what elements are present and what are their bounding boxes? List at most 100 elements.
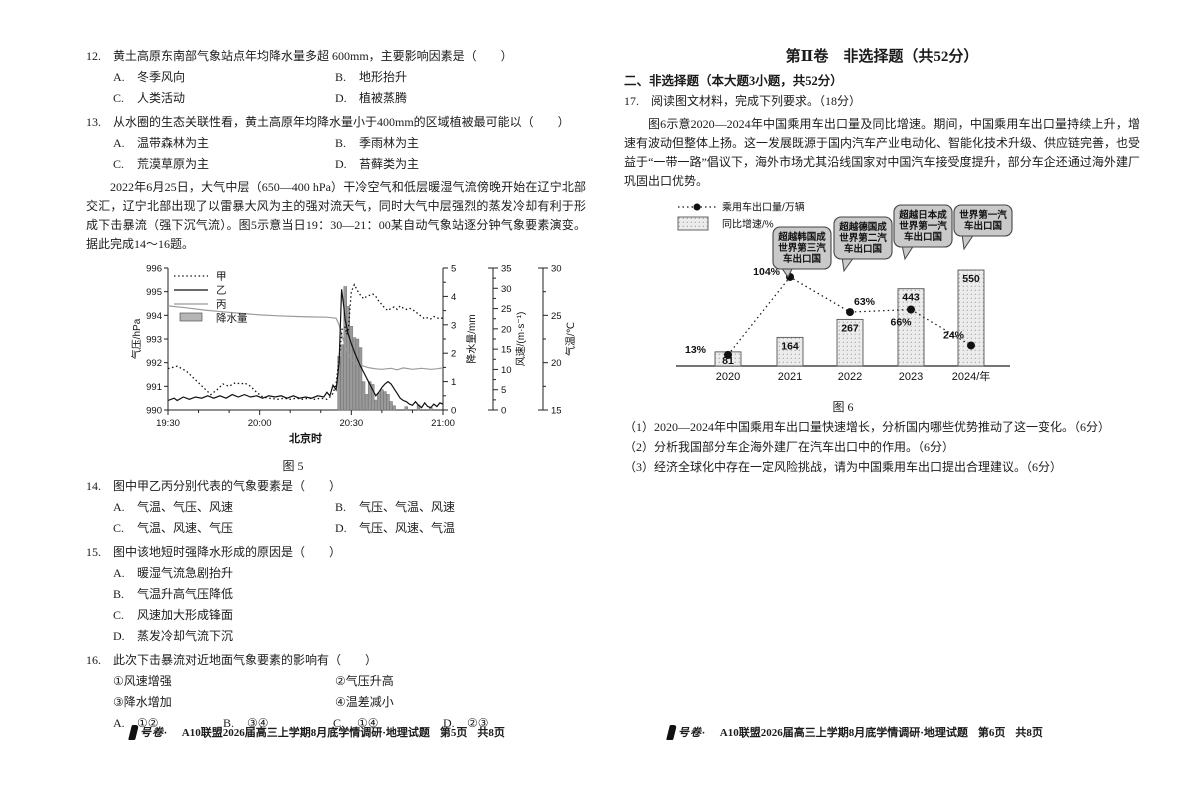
svg-text:5: 5 bbox=[501, 385, 506, 396]
option-d: D. ②③ bbox=[443, 713, 553, 734]
footer-text: A10联盟2026届高三上学期8月底学情调研·地理试题 bbox=[181, 727, 430, 739]
footer-right: 号卷· A10联盟2026届高三上学期8月底学情调研·地理试题 第6页 共8页 bbox=[666, 724, 1043, 740]
question-number: 13. bbox=[86, 115, 101, 129]
option-label: D. bbox=[335, 157, 347, 171]
option-label: D. bbox=[113, 629, 125, 643]
option-label: C. bbox=[113, 608, 125, 622]
svg-text:20:00: 20:00 bbox=[248, 418, 272, 429]
svg-text:0: 0 bbox=[501, 406, 506, 417]
page-number: 第5页 bbox=[439, 727, 468, 739]
options: A. 温带森林为主 B. 季雨林为主 C. 荒漠草原为主 D. 苔藓类为主 bbox=[113, 133, 586, 175]
svg-text:995: 995 bbox=[146, 287, 162, 298]
footer-left: 号卷· A10联盟2026届高三上学期8月底学情调研·地理试题 第5页 共8页 bbox=[128, 724, 505, 740]
svg-text:20:30: 20:30 bbox=[339, 418, 363, 429]
svg-text:乘用车出口量/万辆: 乘用车出口量/万辆 bbox=[722, 201, 805, 214]
option-text: 蒸发冷却气流下沉 bbox=[137, 629, 234, 643]
option-text: 暖湿气流急剧抬升 bbox=[137, 566, 234, 580]
question-stem: 图中该地短时强降水形成的原因是（ ） bbox=[113, 545, 342, 559]
item-text: 降水增加 bbox=[123, 695, 172, 709]
option-a: A. 温带森林为主 bbox=[113, 133, 335, 154]
option-d: D. 气压、风速、气温 bbox=[335, 518, 586, 539]
brand-name: 号卷· bbox=[140, 727, 168, 739]
svg-text:996: 996 bbox=[146, 264, 162, 275]
option-text: ①④ bbox=[357, 716, 379, 730]
svg-text:994: 994 bbox=[146, 311, 162, 322]
question-number: 16. bbox=[86, 653, 101, 667]
svg-text:443: 443 bbox=[902, 292, 920, 304]
option-b: B. 地形抬升 bbox=[335, 67, 586, 88]
svg-text:车出口国: 车出口国 bbox=[904, 231, 942, 243]
option-a: A. 冬季风向 bbox=[113, 67, 335, 88]
svg-text:超越德国成: 超越德国成 bbox=[838, 221, 887, 233]
item-text: 气压升高 bbox=[345, 674, 394, 688]
brand-name: 号卷· bbox=[678, 727, 706, 739]
export-volume-bars: 81 2020 164 2021 267 2022 443 2023 550 2024/年 bbox=[714, 269, 990, 383]
svg-text:20: 20 bbox=[551, 358, 562, 369]
svg-text:990: 990 bbox=[146, 406, 162, 417]
option-label: A. bbox=[113, 136, 125, 150]
axes bbox=[164, 267, 548, 415]
svg-text:风速/(m·s⁻¹): 风速/(m·s⁻¹) bbox=[515, 312, 527, 367]
option-text: ③④ bbox=[247, 716, 269, 730]
option-c: C. 人类活动 bbox=[113, 88, 335, 109]
option-d: D. 蒸发冷却气流下沉 bbox=[113, 626, 586, 647]
footer-text: A10联盟2026届高三上学期8月底学情调研·地理试题 bbox=[719, 727, 968, 739]
option-text: 气温升高气压降低 bbox=[137, 587, 234, 601]
svg-text:991: 991 bbox=[146, 382, 162, 393]
growth-rate-line: 13% 104% 63% 66% 24% bbox=[685, 266, 975, 359]
series-bing bbox=[167, 305, 444, 371]
svg-text:35: 35 bbox=[501, 264, 512, 275]
option-text: 荒漠草原为主 bbox=[137, 157, 210, 171]
option-text: 气压、风速、气温 bbox=[359, 521, 456, 535]
series-precip bbox=[337, 286, 433, 411]
svg-text:0: 0 bbox=[451, 406, 456, 417]
item-1: ① 风速增强 bbox=[113, 671, 335, 692]
option-a: A. 暖湿气流急剧抬升 bbox=[113, 563, 586, 584]
svg-text:2: 2 bbox=[451, 349, 456, 360]
svg-text:66%: 66% bbox=[890, 317, 912, 329]
option-label: D. bbox=[335, 91, 347, 105]
option-text: 气压、气温、风速 bbox=[359, 500, 456, 514]
option-c: C. 气温、风速、气压 bbox=[113, 518, 335, 539]
question-number: 12. bbox=[86, 49, 101, 63]
option-text: 植被蒸腾 bbox=[359, 91, 408, 105]
sub-question-1: （1）2020—2024年中国乘用车出口量快速增长，分析国内哪些优势推动了这一变… bbox=[624, 420, 1111, 434]
item-text: 温差减小 bbox=[345, 695, 394, 709]
option-label: B. bbox=[223, 716, 235, 730]
option-c: C. 荒漠草原为主 bbox=[113, 154, 335, 175]
svg-text:21:00: 21:00 bbox=[431, 418, 455, 429]
svg-text:降水量/mm: 降水量/mm bbox=[465, 314, 478, 363]
option-text: 气温、气压、风速 bbox=[137, 500, 234, 514]
option-b: B. 气压、气温、风速 bbox=[335, 497, 586, 518]
item-label: ④ bbox=[335, 695, 346, 709]
figure-6: 81 2020 164 2021 267 2022 443 2023 550 2024/年 13% 1… bbox=[624, 197, 1140, 415]
brand-mark-icon bbox=[128, 724, 139, 740]
option-label: A. bbox=[113, 70, 125, 84]
question-stem: 图中甲乙丙分别代表的气象要素是（ ） bbox=[113, 479, 342, 493]
option-label: D. bbox=[335, 521, 347, 535]
option-text: 温带森林为主 bbox=[137, 136, 210, 150]
page-number: 第6页 bbox=[977, 727, 1006, 739]
svg-text:超越韩国成: 超越韩国成 bbox=[777, 231, 826, 243]
svg-text:25: 25 bbox=[551, 311, 562, 322]
svg-text:车出口国: 车出口国 bbox=[964, 220, 1002, 232]
svg-text:超越日本成: 超越日本成 bbox=[898, 209, 947, 221]
option-text: 人类活动 bbox=[137, 91, 186, 105]
question-stem: 阅读图文材料，完成下列要求。（18分） bbox=[651, 94, 862, 108]
svg-text:车出口国: 车出口国 bbox=[844, 243, 882, 255]
svg-text:1: 1 bbox=[451, 377, 456, 388]
option-text: 风速加大形成锋面 bbox=[137, 608, 234, 622]
svg-text:63%: 63% bbox=[854, 296, 876, 308]
svg-text:10: 10 bbox=[501, 365, 512, 376]
option-label: C. bbox=[113, 157, 125, 171]
option-text: 气温、风速、气压 bbox=[137, 521, 234, 535]
options: A. ①② B. ③④ C. ①④ D. ②③ bbox=[113, 713, 586, 734]
page-right: 第Ⅱ卷 非选择题（共52分） 二、非选择题（本大题3小题，共52分） 17. 阅… bbox=[624, 46, 1140, 480]
svg-text:81: 81 bbox=[722, 355, 734, 367]
item-label: ② bbox=[335, 674, 346, 688]
option-c: C. ①④ bbox=[333, 713, 443, 734]
question-number: 14. bbox=[86, 479, 101, 493]
option-label: A. bbox=[113, 716, 125, 730]
